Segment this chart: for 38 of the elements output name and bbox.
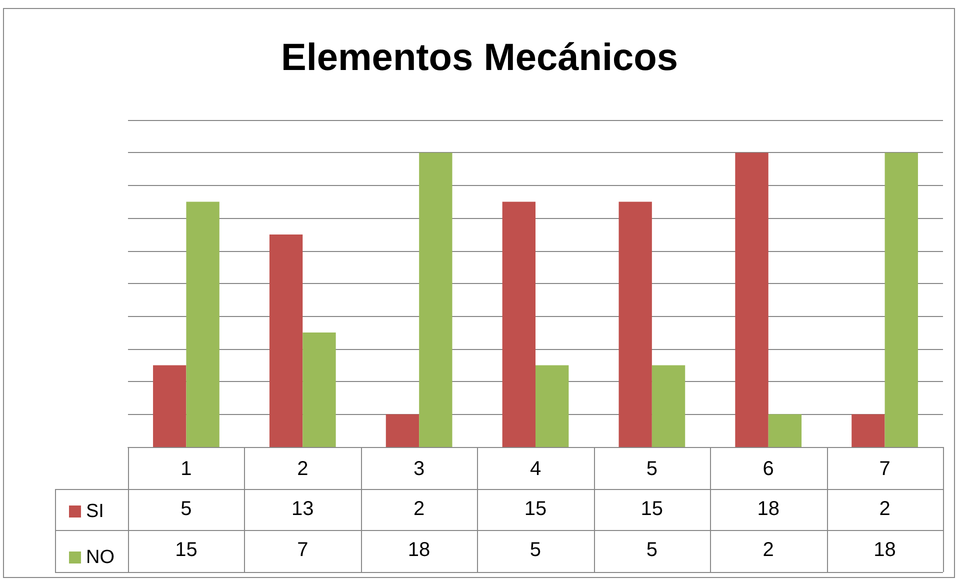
x-tick-label: 1 (180, 458, 192, 480)
data-label: 15 (523, 498, 548, 520)
data-label: 18 (756, 498, 780, 520)
data-label: 2 (878, 498, 892, 520)
bar (884, 152, 918, 447)
bar (153, 365, 186, 447)
bar (852, 414, 885, 447)
x-tick-label: 5 (646, 458, 658, 480)
bar (652, 365, 686, 447)
legend-label: SI (86, 501, 104, 522)
data-label: 5 (528, 539, 542, 562)
bar (269, 234, 303, 447)
x-tick-label: 2 (297, 458, 308, 480)
bar (419, 152, 452, 447)
data-label: 2 (762, 539, 775, 562)
bar (536, 365, 569, 447)
x-tick-label: 7 (879, 458, 890, 480)
data-label: 18 (406, 539, 432, 562)
x-tick-label: 3 (414, 458, 425, 480)
bar (768, 414, 802, 447)
data-label: 18 (872, 539, 897, 562)
bar (618, 202, 652, 447)
legend-label: NO (86, 547, 114, 568)
data-label: 2 (412, 498, 426, 520)
bar (302, 332, 336, 447)
bar (502, 202, 536, 447)
bar (386, 414, 420, 447)
data-label: 15 (174, 539, 198, 562)
data-label: 5 (180, 498, 193, 520)
bar (735, 152, 768, 447)
data-label: 13 (290, 498, 315, 520)
data-label: 15 (640, 498, 664, 520)
x-tick-label: 4 (530, 458, 542, 480)
chart-title: Elementos Mecánicos (280, 37, 678, 79)
data-label: 5 (645, 539, 658, 562)
bar (186, 202, 220, 447)
data-label: 7 (296, 539, 310, 562)
x-tick-label: 6 (762, 458, 774, 480)
